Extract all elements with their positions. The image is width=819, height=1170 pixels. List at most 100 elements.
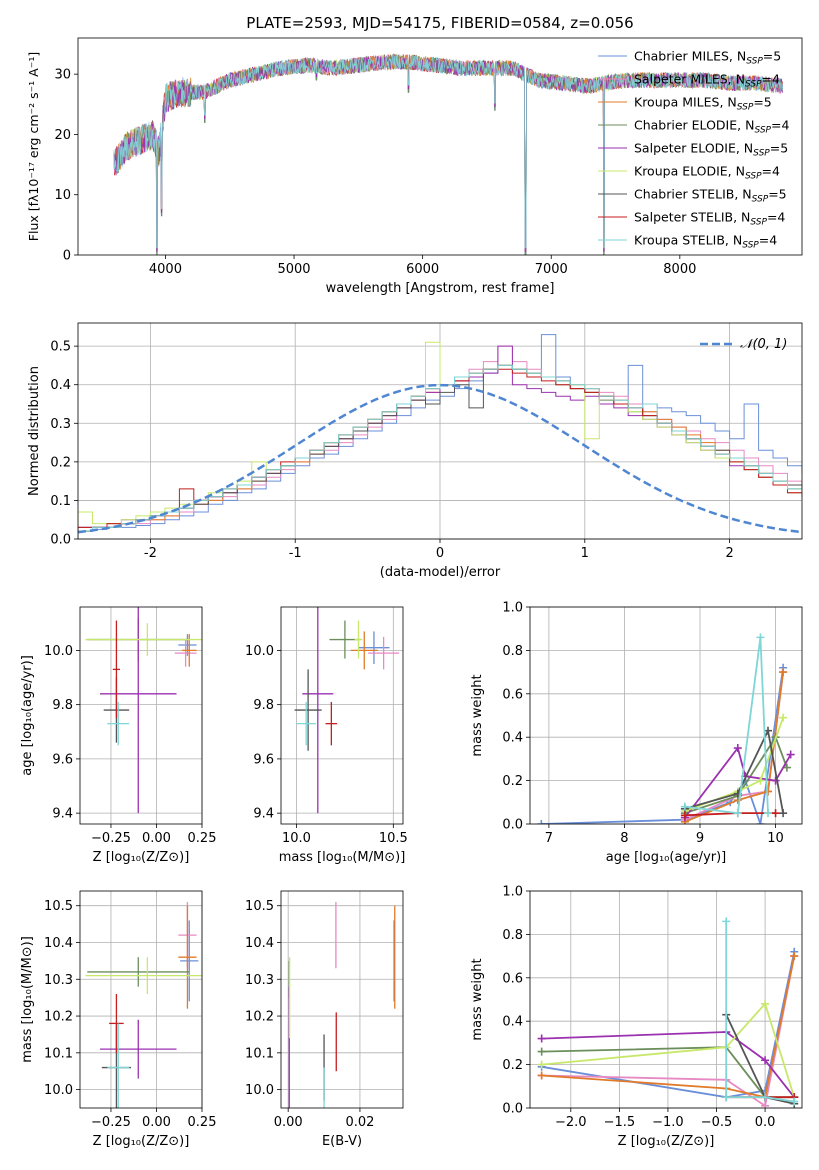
weight-point-chabrier_miles [756, 820, 765, 824]
weight-line-kroupa_stelib [725, 921, 795, 1103]
y-tick-label: 10.5 [245, 899, 274, 914]
x-axis-label: Z [log₁₀(Z/Z⊙)] [618, 1134, 715, 1149]
y-tick-label: 10.0 [245, 1083, 274, 1098]
legend-suffix: =4 [762, 72, 780, 87]
legend-label: Chabrier ELODIE, N [634, 118, 754, 133]
legend-label: Chabrier STELIB, N [634, 187, 752, 202]
y-tick-label: 0.2 [50, 455, 71, 470]
axes-frame [529, 606, 803, 825]
weight-point-chabrier_stelib [779, 809, 788, 818]
x-tick-label: 0.00 [142, 831, 171, 846]
plot-area [85, 902, 202, 1108]
x-tick-label: 4000 [149, 262, 182, 277]
legend-suffix: =4 [762, 164, 780, 179]
histogram-chabrier_elodie [78, 364, 802, 539]
panel-mass_vs_z: −0.25 0.00 0.25 10.0 10.1 10.2 10.3 10.4 10.5 Z [… [20, 890, 217, 1149]
panel-age_vs_z: −0.25 0.00 0.25 9.4 9.6 9.8 10.0 Z [log₁₀(Z/Z⊙)… [20, 606, 216, 865]
y-tick-label: 0.0 [502, 1102, 523, 1117]
weight-point-kroupa_stelib [722, 1093, 731, 1102]
y-tick-label: 0.4 [50, 378, 71, 393]
plot-area [294, 607, 400, 814]
x-tick-label: −0.25 [91, 1115, 131, 1130]
plot-area [537, 917, 799, 1108]
x-tick-label: 8 [620, 831, 628, 846]
axes-frame [77, 322, 803, 540]
weight-point-kroupa_elodie [756, 776, 765, 785]
y-tick-label: 10.0 [44, 644, 73, 659]
x-tick-label: -2 [144, 546, 157, 561]
x-tick-label: 9 [696, 831, 704, 846]
y-axis-label: Flux [fλ10⁻¹⁷ erg cm⁻² s⁻¹ A⁻¹] [26, 52, 41, 241]
histogram-salpeter_stelib [78, 368, 802, 539]
weight-point-kroupa_stelib [761, 1093, 770, 1102]
y-tick-label: 10.4 [245, 936, 274, 951]
x-axis-label: wavelength [Angstrom, rest frame] [326, 281, 555, 296]
x-tick-label: 10.0 [282, 831, 311, 846]
legend-suffix: =4 [759, 233, 777, 248]
weight-line-chabrier_elodie [684, 735, 788, 814]
weight-point-kroupa_miles [779, 668, 788, 677]
x-tick-label: 10.5 [379, 831, 408, 846]
panel-mass_vs_ebv: 0.00 0.02 10.0 10.1 10.2 10.3 10.4 10.5 E(B-V) [245, 890, 404, 1149]
axes-frame [77, 37, 803, 256]
weight-point-kroupa_stelib [790, 1097, 799, 1106]
legend-subscript: SSP [746, 57, 763, 67]
grid [80, 891, 203, 1108]
legend-subscript: SSP [745, 80, 762, 90]
x-tick-label: 0 [436, 546, 444, 561]
weight-line-chabrier_stelib [684, 727, 784, 814]
x-axis-label: Z [log₁₀(Z/Z⊙)] [93, 850, 190, 865]
legend-subscript: SSP [737, 103, 754, 113]
weight-point-salpeter_miles [761, 1101, 770, 1108]
x-tick-label: 5000 [277, 262, 310, 277]
y-axis-label: mass [log₁₀(M/M⊙)] [20, 936, 35, 1063]
weight-point-kroupa_stelib [722, 917, 731, 926]
x-tick-label: 8000 [663, 262, 696, 277]
y-tick-label: 1.0 [502, 601, 523, 616]
x-axis-label: mass [log₁₀(M/M⊙)] [279, 850, 406, 865]
legend-subscript: SSP [745, 172, 762, 182]
y-tick-label: 0.2 [502, 774, 523, 789]
weight-point-kroupa_stelib [764, 809, 772, 818]
y-tick-label: 0.8 [502, 644, 523, 659]
weight-point-chabrier_miles [537, 820, 546, 824]
weight-point-kroupa_elodie [537, 1060, 546, 1069]
panel-massweight_vs_age: 7 8 9 10 0.0 0.2 0.4 0.6 0.8 1.0 age [log₁₀(age/yr… [470, 601, 803, 865]
x-tick-label: −0.5 [701, 1115, 733, 1130]
x-tick-label: 7000 [535, 262, 568, 277]
y-axis-label: mass weight [470, 674, 485, 756]
legend-entry: Chabrier STELIB, NSSP=5 [634, 187, 787, 205]
legend-label: Salpeter MILES, N [634, 72, 745, 87]
weight-point-kroupa_stelib [680, 802, 689, 811]
weight-point-salpeter_elodie [761, 1056, 770, 1065]
legend-suffix: =4 [767, 210, 785, 225]
legend-entry: Chabrier MILES, NSSP=5 [634, 49, 781, 67]
weight-line-kroupa_miles [684, 671, 784, 823]
weight-point-kroupa_miles [790, 952, 799, 961]
legend-subscript: SSP [752, 195, 769, 205]
legend-entry: Salpeter ELODIE, NSSP=5 [634, 141, 788, 159]
x-tick-label: −2.0 [555, 1115, 587, 1130]
y-tick-label: 0.0 [502, 818, 523, 833]
weight-line-kroupa_miles [541, 955, 796, 1099]
axes-frame [79, 606, 203, 825]
y-tick-label: 10.4 [44, 936, 73, 951]
axes-frame [280, 890, 404, 1109]
legend-suffix: =5 [770, 141, 788, 156]
plot-area [537, 633, 795, 824]
y-tick-label: 10.1 [44, 1046, 73, 1061]
y-tick-label: 0.3 [50, 417, 71, 432]
weight-point-kroupa_stelib [733, 809, 742, 818]
grid [281, 607, 403, 824]
weight-point-kroupa_elodie [761, 999, 770, 1008]
y-tick-label: 30 [54, 68, 71, 83]
y-axis-label: age [log₁₀(age/yr)] [20, 655, 35, 776]
x-tick-label: −1.0 [652, 1115, 684, 1130]
histogram-chabrier_stelib [78, 364, 802, 539]
panel-residuals: -2 -1 0 1 2 0.0 0.1 0.2 0.3 0.4 0.5 (data-model)/er… [27, 322, 803, 580]
plot-area [288, 902, 396, 1108]
x-tick-label: 0.25 [188, 1115, 217, 1130]
y-tick-label: 10.1 [245, 1046, 274, 1061]
